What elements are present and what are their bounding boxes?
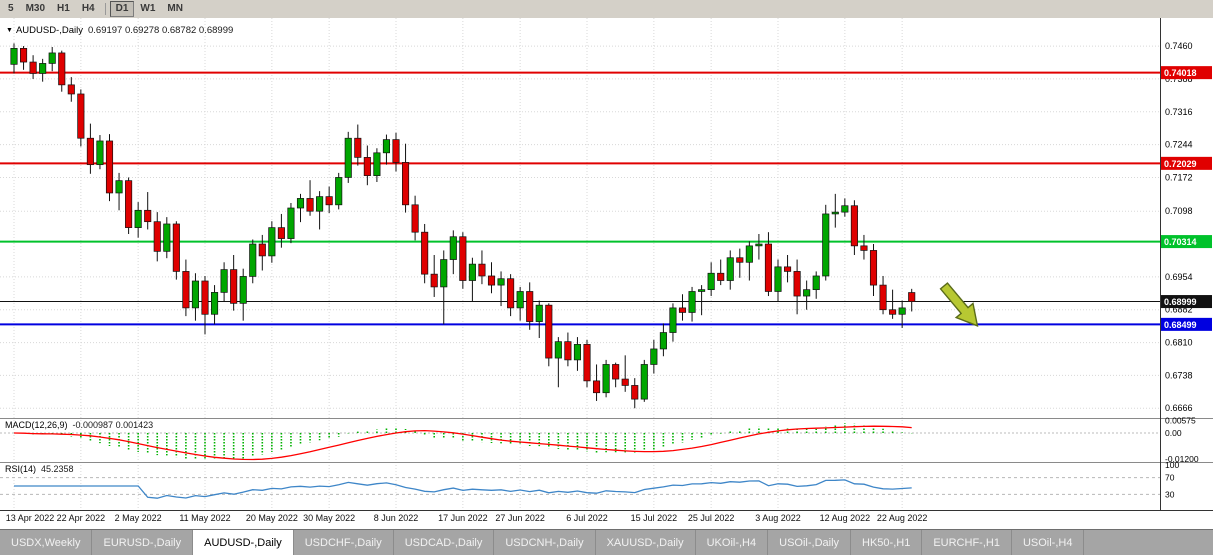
- svg-text:12 Aug 2022: 12 Aug 2022: [820, 513, 871, 523]
- svg-text:0.7244: 0.7244: [1165, 140, 1193, 150]
- timeframe-button-h4[interactable]: H4: [81, 3, 95, 14]
- tab-usoil-h4[interactable]: USOil-,H4: [1012, 530, 1085, 555]
- panel-divider-macd[interactable]: [0, 418, 1213, 420]
- chart-title: ▼ AUDUSD-,Daily 0.69197 0.69278 0.68782 0.…: [6, 25, 233, 36]
- tab-audusd-daily[interactable]: AUDUSD-,Daily: [193, 530, 294, 555]
- svg-text:0.7316: 0.7316: [1165, 107, 1193, 117]
- svg-text:3 Aug 2022: 3 Aug 2022: [755, 513, 801, 523]
- tab-hk50-h1[interactable]: HK50-,H1: [851, 530, 923, 555]
- macd-signal-line: [13, 425, 912, 461]
- svg-text:30 May 2022: 30 May 2022: [303, 513, 355, 523]
- rsi-label: RSI(14): [5, 464, 37, 474]
- price-badges: 0.74018 0.72029 0.70314 0.68999 0.68499: [1161, 66, 1212, 331]
- svg-text:0.6882: 0.6882: [1165, 305, 1193, 315]
- macd-histogram: [22, 423, 913, 460]
- tab-usdcnh-daily[interactable]: USDCNH-,Daily: [494, 530, 596, 555]
- svg-text:22 Apr 2022: 22 Apr 2022: [57, 513, 106, 523]
- svg-text:11 May 2022: 11 May 2022: [179, 513, 230, 523]
- rsi-line: [14, 479, 912, 499]
- timeframe-button-mn[interactable]: MN: [167, 3, 183, 14]
- svg-text:0.6738: 0.6738: [1165, 370, 1193, 380]
- rsi-header: RSI(14) 45.2358: [5, 464, 74, 474]
- tab-usdcad-daily[interactable]: USDCAD-,Daily: [394, 530, 495, 555]
- svg-text:30: 30: [1165, 489, 1175, 499]
- svg-text:0.68999: 0.68999: [1164, 297, 1197, 307]
- tab-xauusd-daily[interactable]: XAUUSD-,Daily: [596, 530, 696, 555]
- svg-text:22 Aug 2022: 22 Aug 2022: [877, 513, 928, 523]
- timeframe-toolbar: 5 M30 H1 H4 D1 W1 MN: [0, 0, 1213, 19]
- time-axis: 13 Apr 2022 22 Apr 2022 2 May 2022 11 May 2…: [6, 513, 928, 523]
- svg-text:0.00: 0.00: [1165, 428, 1182, 438]
- timeframe-button-d1[interactable]: D1: [109, 1, 135, 17]
- timeframe-button-5[interactable]: 5: [8, 3, 14, 14]
- svg-text:13 Apr 2022: 13 Apr 2022: [6, 513, 55, 523]
- svg-text:20 May 2022: 20 May 2022: [246, 513, 298, 523]
- tab-usoil-daily[interactable]: USOil-,Daily: [768, 530, 852, 555]
- panel-divider-rsi[interactable]: [0, 462, 1213, 464]
- symbol-tabbar: USDX,Weekly EURUSD-,Daily AUDUSD-,Daily USD…: [0, 529, 1213, 555]
- rsi-value: 45.2358: [41, 464, 74, 474]
- macd-axis: 0.00575 0.00 -0.01200: [1165, 416, 1199, 464]
- svg-text:0.7098: 0.7098: [1165, 206, 1193, 216]
- down-arrow-annotation[interactable]: [936, 279, 986, 333]
- svg-text:8 Jun 2022: 8 Jun 2022: [374, 513, 419, 523]
- svg-text:0.6954: 0.6954: [1165, 272, 1193, 282]
- svg-text:70: 70: [1165, 473, 1175, 483]
- tab-eurusd-daily[interactable]: EURUSD-,Daily: [92, 530, 194, 555]
- svg-text:6 Jul 2022: 6 Jul 2022: [566, 513, 608, 523]
- macd-label: MACD(12,26,9): [5, 420, 68, 430]
- svg-text:0.6810: 0.6810: [1165, 338, 1193, 348]
- tab-usdx-weekly[interactable]: USDX,Weekly: [0, 530, 93, 555]
- timeframe-button-m30[interactable]: M30: [25, 3, 46, 14]
- macd-values: -0.000987 0.001423: [72, 420, 154, 430]
- svg-text:0.00575: 0.00575: [1165, 416, 1196, 426]
- svg-text:0.70314: 0.70314: [1164, 237, 1197, 247]
- svg-text:27 Jun 2022: 27 Jun 2022: [495, 513, 545, 523]
- horizontal-level-lines[interactable]: [0, 71, 1160, 326]
- svg-text:2 May 2022: 2 May 2022: [115, 513, 162, 523]
- chart-ohlc-values: 0.69197 0.69278 0.68782 0.68999: [87, 25, 234, 36]
- svg-text:0.7172: 0.7172: [1165, 172, 1193, 182]
- svg-text:100: 100: [1165, 460, 1179, 470]
- price-axis: 0.74600.73880.73160.72440.71720.70980.69…: [1165, 41, 1193, 413]
- svg-text:-0.01200: -0.01200: [1165, 454, 1199, 464]
- chart-collapse-icon[interactable]: ▼: [6, 27, 13, 34]
- svg-text:0.7460: 0.7460: [1165, 41, 1193, 51]
- chart-symbol-period: AUDUSD-,Daily: [15, 25, 83, 36]
- timeframe-button-h1[interactable]: H1: [57, 3, 70, 14]
- toolbar-separator: [104, 3, 106, 15]
- tab-eurchf-h1[interactable]: EURCHF-,H1: [922, 530, 1012, 555]
- candles-layer: [10, 43, 916, 409]
- rsi-axis: 100 70 30: [1165, 460, 1179, 499]
- svg-text:15 Jul 2022: 15 Jul 2022: [631, 513, 678, 523]
- svg-text:0.68499: 0.68499: [1164, 320, 1197, 330]
- svg-text:0.72029: 0.72029: [1164, 159, 1197, 169]
- macd-header: MACD(12,26,9) -0.000987 0.001423: [5, 420, 153, 430]
- price-chart[interactable]: 0.74600.73880.73160.72440.71720.70980.69…: [0, 18, 1213, 529]
- svg-text:0.6666: 0.6666: [1165, 403, 1193, 413]
- tab-usdchf-daily[interactable]: USDCHF-,Daily: [294, 530, 394, 555]
- svg-text:17 Jun 2022: 17 Jun 2022: [438, 513, 488, 523]
- svg-text:0.74018: 0.74018: [1164, 68, 1197, 78]
- timeframe-button-w1[interactable]: W1: [140, 3, 156, 14]
- svg-text:25 Jul 2022: 25 Jul 2022: [688, 513, 735, 523]
- tab-ukoil-h4[interactable]: UKOil-,H4: [696, 530, 769, 555]
